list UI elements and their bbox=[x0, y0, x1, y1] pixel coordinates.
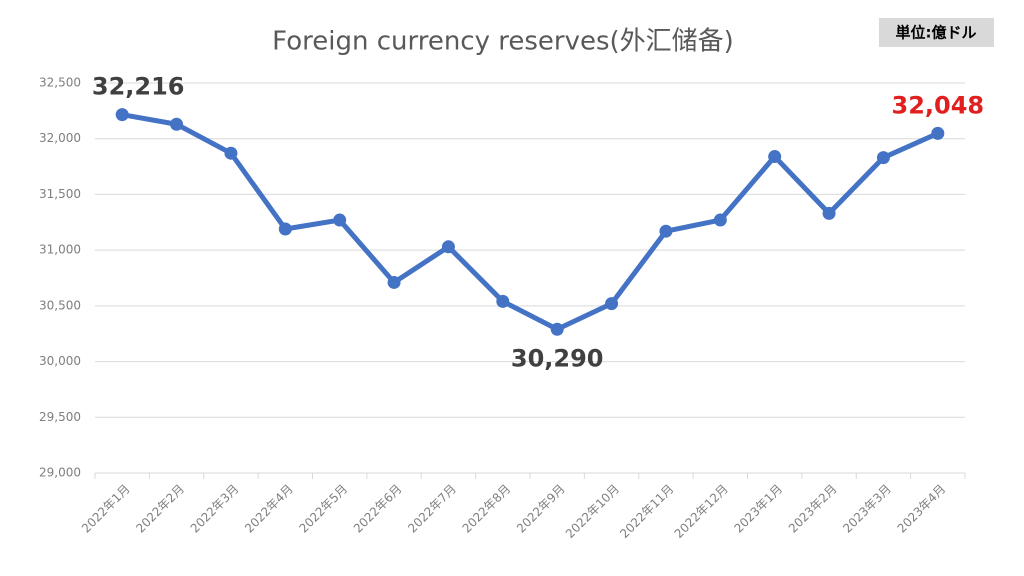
y-tick-label: 29,000 bbox=[39, 466, 81, 480]
marker bbox=[115, 108, 129, 122]
y-tick-label: 30,500 bbox=[39, 298, 81, 312]
value-label: 30,290 bbox=[511, 344, 604, 372]
line bbox=[121, 112, 939, 332]
y-tick-label: 31,500 bbox=[39, 187, 81, 201]
unit-label: 単位:億ドル bbox=[896, 24, 977, 42]
chart-title: Foreign currency reserves(外汇储备) bbox=[272, 27, 734, 57]
marker bbox=[387, 275, 401, 289]
marker bbox=[768, 150, 782, 164]
marker bbox=[441, 240, 455, 254]
marker bbox=[659, 224, 673, 238]
unit-box bbox=[879, 18, 994, 47]
marker bbox=[931, 126, 945, 140]
value-label: 32,048 bbox=[892, 91, 985, 119]
marker bbox=[333, 213, 347, 227]
y-tick-label: 32,000 bbox=[39, 131, 81, 145]
marker bbox=[224, 146, 238, 160]
marker bbox=[550, 322, 564, 336]
marker bbox=[278, 222, 292, 236]
value-label: 32,216 bbox=[92, 73, 185, 101]
marker bbox=[170, 117, 184, 131]
marker bbox=[876, 151, 890, 165]
marker bbox=[605, 297, 619, 311]
marker bbox=[496, 294, 510, 308]
y-tick-label: 31,000 bbox=[39, 243, 81, 257]
y-tick-label: 30,000 bbox=[39, 354, 81, 368]
y-tick-label: 29,500 bbox=[39, 410, 81, 424]
marker bbox=[713, 213, 727, 227]
marker bbox=[822, 206, 836, 220]
y-tick-label: 32,500 bbox=[39, 76, 81, 90]
